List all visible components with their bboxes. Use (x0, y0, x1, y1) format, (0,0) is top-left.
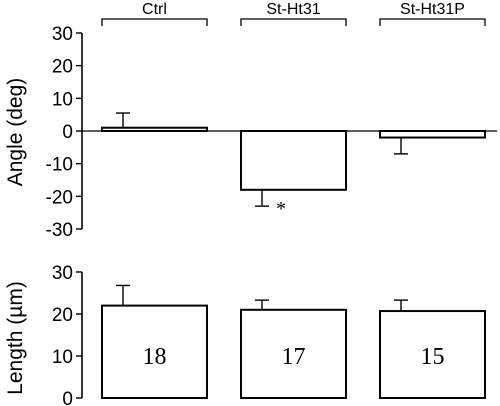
length-axis-label: Length (µm) (4, 281, 27, 395)
angle-y-tick-label: 0 (62, 122, 73, 143)
length-y-tick-label: 30 (52, 263, 73, 284)
sample-size-label: 18 (143, 344, 167, 370)
angle-bar-ctrl (101, 126, 208, 132)
group-bracket (101, 18, 208, 26)
length-y-tick-label: 10 (52, 347, 73, 368)
length-y-tick-label: 0 (62, 389, 73, 406)
group-label-st-ht31p: St-Ht31P (400, 1, 465, 18)
angle-y-tick-label: 20 (52, 57, 73, 78)
angle-bar-st-ht31 (240, 130, 347, 191)
group-label-st-ht31: St-Ht31 (266, 1, 320, 18)
length-panel: Length (µm) 30 20 10 0 18 17 15 (4, 263, 486, 406)
angle-panel: Angle (deg) Ctrl St-Ht31 St-Ht31P 30 20 10 0 -… (4, 1, 497, 241)
length-bar-ctrl (101, 304, 208, 400)
group-label-ctrl: Ctrl (142, 1, 167, 18)
length-bar-st-ht31p (379, 310, 486, 399)
group-bracket (240, 18, 347, 26)
length-y-tick-label: 20 (52, 305, 73, 326)
angle-y-tick-label: -30 (46, 220, 73, 241)
angle-y-tick-label: -10 (46, 155, 73, 176)
sample-size-label: 15 (421, 344, 445, 370)
sample-size-label: 17 (282, 344, 306, 370)
angle-y-tick-label: 30 (52, 24, 73, 45)
angle-y-tick-label: 10 (52, 89, 73, 110)
angle-axis-label: Angle (deg) (4, 78, 27, 187)
group-bracket (379, 18, 486, 26)
significance-marker: * (276, 198, 286, 220)
length-bar-st-ht31 (240, 308, 347, 399)
angle-y-tick-label: -20 (46, 187, 73, 208)
angle-bar-st-ht31p (379, 130, 486, 139)
